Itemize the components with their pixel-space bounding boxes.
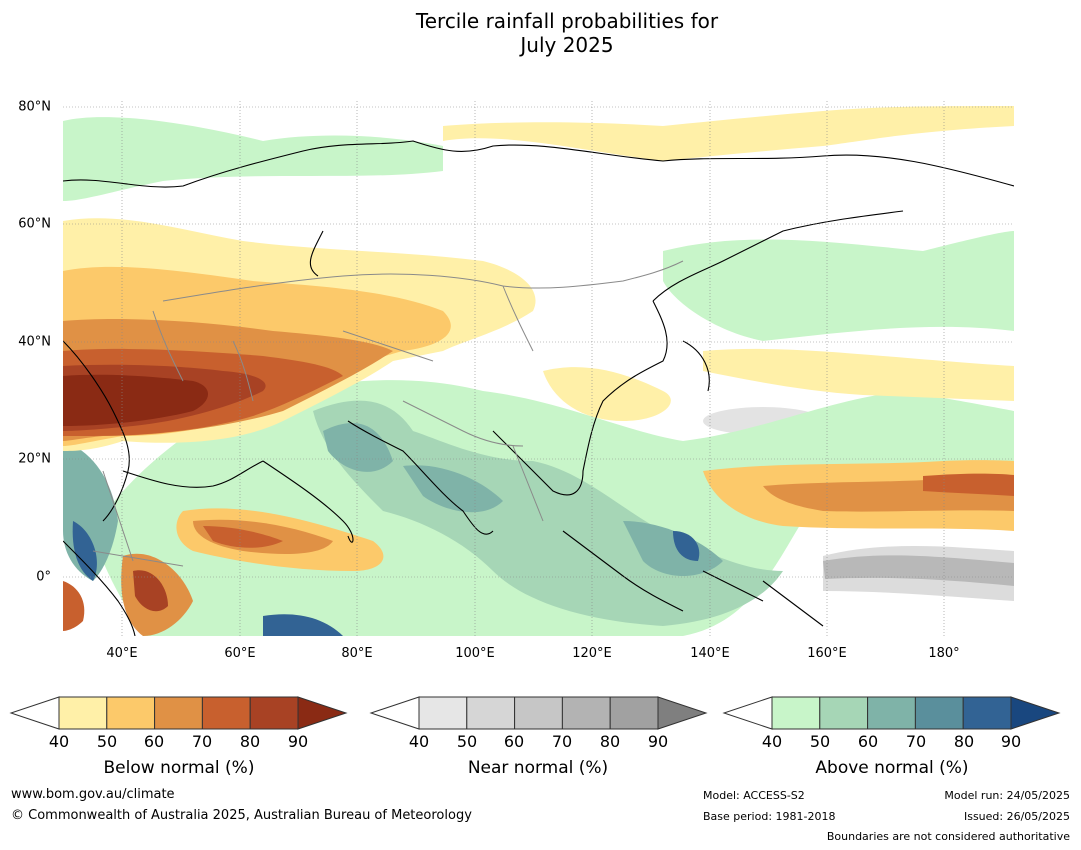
model-run-date: Model run: 24/05/2025 [944,789,1070,802]
colorbar-max-arrow [657,696,708,730]
title-line-2: July 2025 [520,33,614,57]
colorbar-segment [201,696,251,730]
above-normal-areas [63,117,1014,636]
colorbar-legends [9,696,1061,730]
copyright-notice: © Commonwealth of Australia 2025, Austra… [11,808,472,823]
lat-label-equator: 0° [36,569,51,585]
website-link[interactable]: www.bom.gov.au/climate [11,787,175,802]
colorbar-segment [561,696,611,730]
lat-label-60n: 60°N [18,216,51,232]
near-tick-40: 40 [408,732,430,751]
title-line-1: Tercile rainfall probabilities for [415,9,719,33]
above-tick-80: 80 [953,732,975,751]
lon-label-140e: 140°E [690,646,730,661]
above-tick-70: 70 [905,732,927,751]
lat-label-80n: 80°N [18,99,51,115]
colorbar-segment [154,696,203,730]
below-tick-80: 80 [239,732,261,751]
country-boundaries [92,260,684,567]
base-period: Base period: 1981-2018 [703,810,836,823]
legend-title-above-normal: Above normal (%) [815,758,969,778]
near-tick-90: 90 [647,732,669,751]
near-tick-70: 70 [551,732,573,751]
boundaries-disclaimer: Boundaries are not considered authoritat… [826,830,1070,843]
colorbar-max-arrow [297,696,348,730]
colorbar-segment [819,696,869,730]
coastlines [63,140,1014,636]
colorbar-segment [514,696,563,730]
colorbar-max-arrow [1010,696,1061,730]
below-tick-70: 70 [191,732,213,751]
colorbar-segment [418,696,468,730]
colorbar-segment [962,696,1012,730]
lon-label-180: 180° [928,646,960,661]
colorbar-segment [58,696,108,730]
lat-label-40n: 40°N [18,334,51,350]
lon-label-80e: 80°E [341,646,373,661]
issued-date: Issued: 26/05/2025 [963,810,1070,823]
colorbar-below-normal [9,696,348,730]
lon-label-160e: 160°E [807,646,847,661]
colorbar-segment [249,696,299,730]
colorbar-segment [914,696,964,730]
legend-title-below-normal: Below normal (%) [103,758,255,778]
colorbar-segment [771,696,821,730]
near-tick-80: 80 [599,732,621,751]
above-tick-60: 60 [857,732,879,751]
colorbar-segment [106,696,156,730]
below-tick-50: 50 [96,732,118,751]
below-tick-40: 40 [48,732,70,751]
above-tick-90: 90 [1000,732,1022,751]
lon-label-60e: 60°E [224,646,256,661]
legend-title-near-normal: Near normal (%) [467,758,609,778]
colorbar-segment [466,696,516,730]
map-title: Tercile rainfall probabilities for July … [0,9,1081,57]
above-tick-40: 40 [761,732,783,751]
lon-label-120e: 120°E [572,646,612,661]
colorbar-segment [609,696,659,730]
graticule [63,101,1014,636]
colorbar-near-normal [369,696,708,730]
colorbar-above-normal [722,696,1061,730]
lon-label-40e: 40°E [106,646,138,661]
near-tick-60: 60 [503,732,525,751]
above-tick-50: 50 [809,732,831,751]
rainfall-probability-map [63,101,1014,636]
below-tick-60: 60 [143,732,165,751]
lon-label-100e: 100°E [455,646,495,661]
lat-label-20n: 20°N [18,451,51,467]
near-tick-50: 50 [456,732,478,751]
model-name: Model: ACCESS-S2 [703,789,805,802]
below-tick-90: 90 [287,732,309,751]
colorbar-segment [867,696,916,730]
